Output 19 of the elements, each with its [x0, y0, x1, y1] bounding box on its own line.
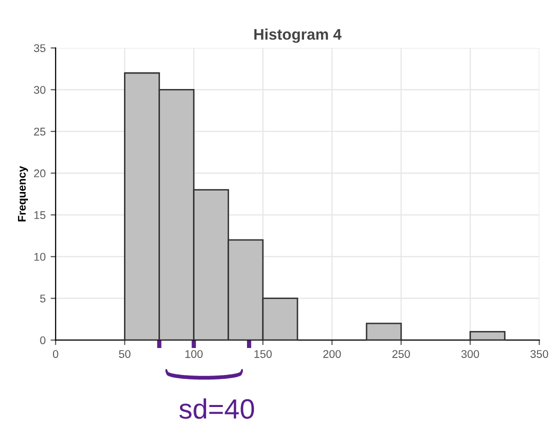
x-tick-label: 0 — [52, 350, 58, 358]
x-tick-label: 250 — [392, 350, 410, 358]
y-axis-title: Frequency — [18, 166, 28, 222]
y-tick-label: 20 — [34, 169, 46, 178]
x-tick-label: 350 — [530, 350, 548, 358]
y-tick-label: 0 — [40, 336, 46, 344]
y-tick-label: 25 — [34, 128, 46, 136]
x-tick-label: 150 — [254, 350, 272, 358]
y-tick-label: 10 — [34, 252, 46, 261]
text: sd=40 — [179, 398, 254, 419]
x-tick-label: 100 — [185, 350, 203, 358]
y-tick-label: 5 — [40, 294, 46, 302]
x-tick-label: 50 — [118, 350, 130, 358]
chart-title: Histogram 4 — [254, 28, 342, 43]
y-tick-label: 35 — [34, 44, 46, 52]
x-tick-label: 200 — [323, 350, 341, 358]
y-tick-label: 15 — [34, 211, 46, 220]
x-tick-label: 300 — [461, 350, 480, 358]
y-tick-label: 30 — [34, 86, 46, 94]
